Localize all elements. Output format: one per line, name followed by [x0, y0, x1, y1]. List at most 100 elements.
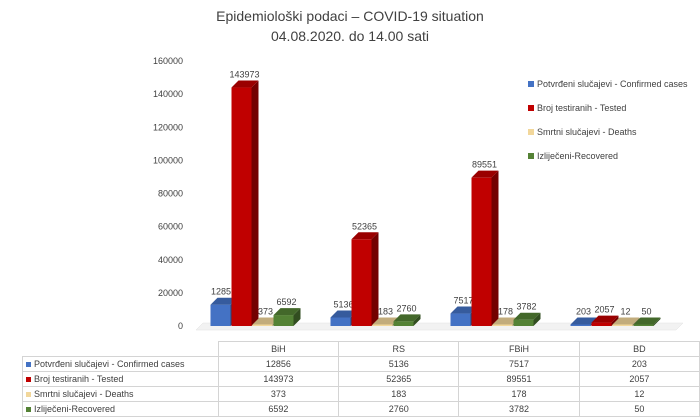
y-tick-label: 0: [178, 321, 183, 331]
bar: [471, 170, 499, 326]
data-label: 52365: [352, 221, 377, 231]
table-cell: 3782: [458, 401, 580, 417]
legend-swatch: [528, 129, 534, 135]
row-header: Izliječeni-Recovered: [22, 401, 219, 417]
bar: [273, 308, 301, 326]
table-cell: 5136: [338, 356, 460, 372]
table-cell: 373: [217, 386, 340, 402]
y-tick-label: 80000: [158, 189, 183, 199]
bar: [231, 80, 259, 327]
data-label: 203: [576, 307, 591, 317]
bar-top: [612, 317, 640, 325]
table-cell: 2057: [578, 371, 700, 387]
legend-label: Potvrđeni slučajevi - Confirmed cases: [537, 79, 688, 89]
legend-label: Broj testiranih - Tested: [537, 103, 627, 113]
row-swatch: [26, 362, 31, 368]
legend-item: Potvrđeni slučajevi - Confirmed cases: [528, 72, 698, 96]
chart-title: Epidemiološki podaci – COVID-19 situatio…: [0, 6, 700, 46]
table-corner: [23, 342, 219, 357]
bar-front: [471, 177, 492, 326]
table-cell: 50: [578, 401, 700, 417]
legend-swatch: [528, 81, 534, 87]
table-row: Potvrđeni slučajevi - Confirmed cases 128…: [22, 356, 700, 372]
bar-front: [591, 322, 612, 326]
bar-front: [252, 324, 273, 326]
legend-label: Smrtni slučajevi - Deaths: [537, 127, 637, 137]
table-row: Smrtni slučajevi - Deaths 373 183 178 12: [22, 386, 700, 402]
table-cell: 143973: [217, 371, 340, 387]
row-header: Broj testiranih - Tested: [22, 371, 219, 387]
bar: [591, 315, 619, 326]
bar-top: [570, 317, 598, 325]
legend-swatch: [528, 105, 534, 111]
bar-front: [450, 313, 471, 326]
data-label: 2057: [594, 305, 614, 315]
row-swatch: [26, 392, 31, 398]
bar-side: [653, 317, 661, 326]
category-label: BD: [578, 341, 700, 357]
row-header: Potvrđeni slučajevi - Confirmed cases: [22, 356, 219, 372]
bar-top: [471, 170, 499, 178]
y-tick-label: 100000: [153, 155, 183, 165]
table-header-row: BiH RS FBiH BD: [23, 341, 700, 357]
bar-front: [231, 87, 252, 327]
category-label: FBiH: [458, 341, 580, 357]
data-label: 373: [258, 307, 273, 317]
table-cell: 178: [458, 386, 580, 402]
category-label: BiH: [217, 341, 340, 357]
data-label: 143973: [229, 70, 259, 80]
title-line-2: 04.08.2020. do 14.00 sati: [270, 28, 430, 44]
bar: [393, 314, 421, 326]
row-label: Izliječeni-Recovered: [34, 404, 116, 414]
data-label: 178: [498, 307, 513, 317]
data-label: 12: [620, 307, 630, 317]
row-label: Broj testiranih - Tested: [34, 374, 124, 384]
data-label: 7517: [453, 296, 473, 306]
bar-side: [533, 312, 541, 326]
bar-side: [491, 170, 499, 326]
bar: [513, 312, 541, 326]
bar-side: [371, 232, 379, 326]
table-cell: 6592: [217, 401, 340, 417]
bar-top: [513, 312, 541, 320]
y-tick-label: 140000: [153, 89, 183, 99]
legend-swatch: [528, 153, 534, 159]
data-label: 89551: [472, 160, 497, 170]
data-label: 12856: [211, 287, 236, 297]
data-label: 50: [641, 307, 651, 317]
bar-front: [570, 324, 591, 326]
legend-item: Smrtni slučajevi - Deaths: [528, 120, 698, 144]
legend-label: Izliječeni-Recovered: [537, 151, 619, 161]
row-header: Smrtni slučajevi - Deaths: [22, 386, 219, 402]
bar-top: [330, 310, 358, 318]
bar-top: [450, 306, 478, 314]
y-tick-label: 20000: [158, 288, 183, 298]
bar-front: [612, 324, 633, 326]
legend-item: Izliječeni-Recovered: [528, 144, 698, 168]
row-label: Smrtni slučajevi - Deaths: [34, 389, 134, 399]
chart-legend: Potvrđeni slučajevi - Confirmed cases Bro…: [528, 72, 698, 168]
table-row: Izliječeni-Recovered 6592 2760 3782 50: [22, 401, 700, 417]
bar-front: [633, 324, 654, 326]
table-cell: 183: [338, 386, 460, 402]
data-table: BiH RS FBiH BD Potvrđeni slučajevi - Confirm…: [22, 341, 700, 417]
bar-front: [210, 304, 231, 326]
table-cell: 7517: [458, 356, 580, 372]
bar-top: [393, 314, 421, 322]
bar-top: [252, 317, 280, 325]
bar-front: [492, 324, 513, 326]
bar-top: [633, 317, 661, 325]
bar-front: [273, 315, 294, 326]
bar-front: [372, 324, 393, 326]
y-tick-label: 60000: [158, 222, 183, 232]
y-tick-label: 160000: [153, 56, 183, 66]
table-cell: 12: [578, 386, 700, 402]
data-label: 3782: [516, 302, 536, 312]
table-cell: 2760: [338, 401, 460, 417]
bar-top: [273, 308, 301, 316]
bar-top: [210, 297, 238, 305]
data-label: 183: [378, 307, 393, 317]
bar-front: [330, 317, 351, 326]
bar-side: [611, 315, 619, 326]
